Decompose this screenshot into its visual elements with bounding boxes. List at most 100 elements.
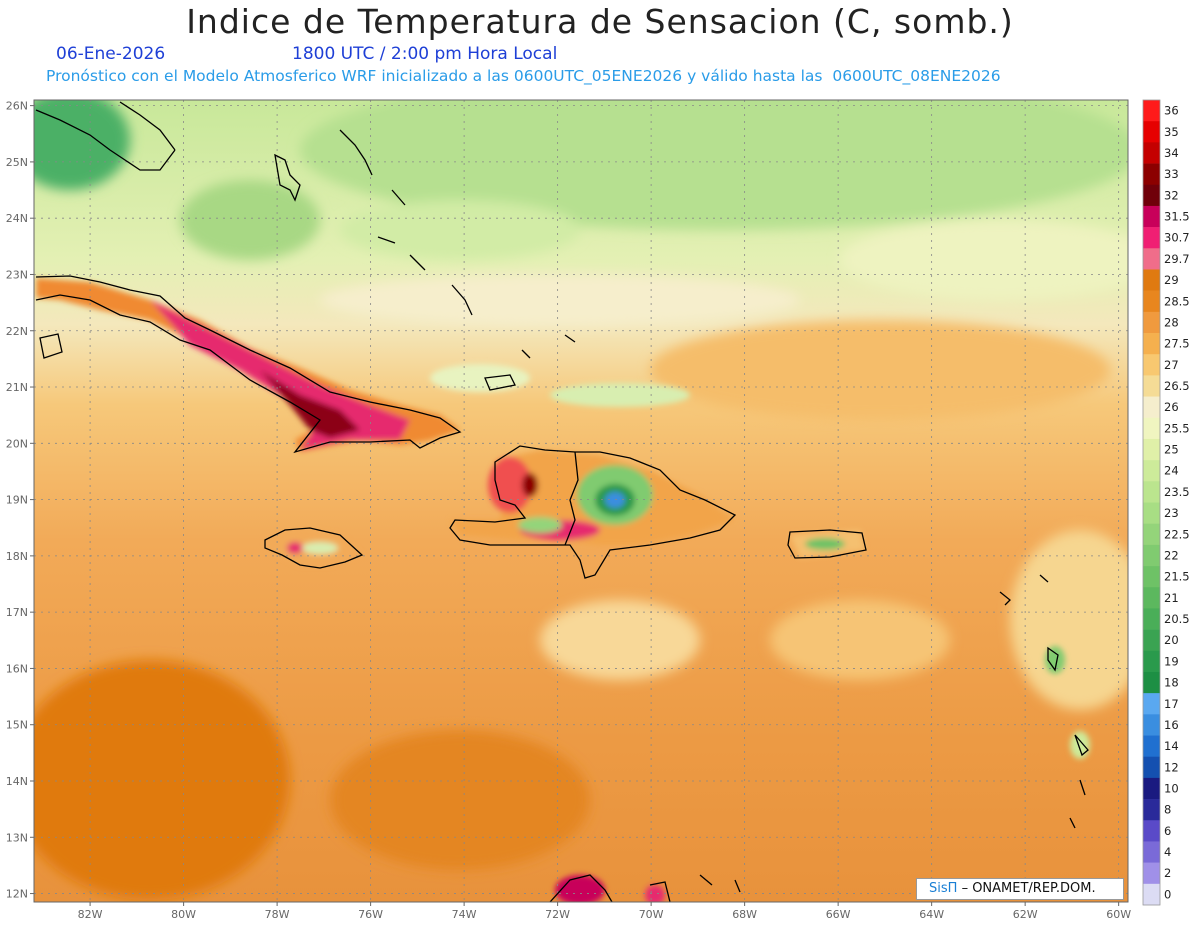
legend-label: 17 [1164, 697, 1179, 711]
latitude-label: 15N [6, 719, 28, 732]
legend-label: 22 [1164, 548, 1179, 562]
legend-label: 22.5 [1164, 527, 1190, 541]
legend-swatch [1143, 714, 1160, 736]
coastlines [35, 101, 1089, 902]
legend-label: 29 [1164, 273, 1179, 287]
legend-label: 2 [1164, 866, 1171, 880]
latitude-label: 13N [6, 831, 28, 844]
latitude-label: 14N [6, 775, 28, 788]
longitude-label: 60W [1106, 908, 1131, 921]
legend-swatch [1143, 820, 1160, 842]
legend-label: 23 [1164, 506, 1179, 520]
legend-swatch [1143, 460, 1160, 482]
latitude-label: 25N [6, 156, 28, 169]
sispi-logo: SisΠ [929, 881, 958, 896]
legend-label: 0 [1164, 887, 1171, 901]
legend-label: 34 [1164, 146, 1179, 160]
longitude-label: 70W [639, 908, 664, 921]
legend-label: 21 [1164, 591, 1179, 605]
legend-swatch [1143, 523, 1160, 546]
legend-swatch [1143, 566, 1160, 588]
longitude-label: 64W [919, 908, 944, 921]
latitude-label: 24N [6, 212, 28, 225]
legend-swatch [1143, 799, 1160, 821]
legend-swatch [1143, 396, 1160, 419]
longitude-label: 78W [265, 908, 290, 921]
legend-label: 26.5 [1164, 379, 1190, 393]
legend-swatch [1143, 544, 1160, 567]
legend-label: 27 [1164, 358, 1179, 372]
legend-swatch [1143, 333, 1160, 355]
legend-swatch [1143, 163, 1160, 186]
legend-label: 33 [1164, 167, 1179, 181]
legend-label: 21.5 [1164, 570, 1190, 584]
latitude-label: 23N [6, 268, 28, 281]
legend-swatch [1143, 121, 1160, 143]
longitude-label: 76W [358, 908, 383, 921]
legend-label: 29.7 [1164, 252, 1190, 266]
legend-swatch [1143, 184, 1160, 207]
legend-swatch [1143, 438, 1160, 461]
legend-swatch [1143, 205, 1160, 228]
legend-label: 20 [1164, 633, 1179, 647]
legend-label: 25.5 [1164, 421, 1190, 435]
legend-swatch [1143, 650, 1160, 673]
legend-swatch [1143, 269, 1160, 291]
legend-swatch [1143, 502, 1160, 524]
legend-label: 8 [1164, 803, 1171, 817]
longitude-label: 80W [171, 908, 196, 921]
latitude-label: 26N [6, 100, 28, 113]
latitude-label: 20N [6, 437, 28, 450]
longitude-label: 82W [78, 908, 103, 921]
legend-swatch [1143, 142, 1160, 164]
credit-badge: SisΠ – ONAMET/REP.DOM. [916, 878, 1124, 900]
map-field [34, 100, 1128, 902]
legend-label: 16 [1164, 718, 1179, 732]
legend-label: 12 [1164, 760, 1179, 774]
legend-swatch [1143, 481, 1160, 503]
longitude-label: 72W [545, 908, 570, 921]
legend-label: 35 [1164, 125, 1179, 139]
legend-swatch [1143, 629, 1160, 652]
legend-label: 25 [1164, 443, 1179, 457]
latitude-label: 21N [6, 381, 28, 394]
legend-label: 14 [1164, 739, 1179, 753]
latitude-label: 18N [6, 550, 28, 563]
legend-label: 6 [1164, 824, 1171, 838]
latitude-label: 17N [6, 606, 28, 619]
latitude-label: 22N [6, 325, 28, 338]
legend-swatch [1143, 671, 1160, 694]
legend-swatch [1143, 735, 1160, 758]
legend-swatch [1143, 841, 1160, 863]
longitude-label: 74W [452, 908, 477, 921]
legend-swatch [1143, 354, 1160, 376]
legend-swatch [1143, 777, 1160, 800]
credit-text: – ONAMET/REP.DOM. [961, 881, 1096, 896]
legend-label: 36 [1164, 104, 1179, 118]
legend-label: 10 [1164, 781, 1179, 795]
latitude-label: 12N [6, 888, 28, 901]
map-title: Indice de Temperatura de Sensacion (C, s… [186, 2, 1014, 41]
legend-swatch [1143, 290, 1160, 313]
legend-label: 26 [1164, 400, 1179, 414]
legend-label: 4 [1164, 845, 1171, 859]
forecast-time: 1800 UTC / 2:00 pm Hora Local [292, 44, 558, 64]
latitude-label: 16N [6, 662, 28, 675]
legend-label: 28 [1164, 315, 1179, 329]
legend-swatch [1143, 756, 1160, 779]
legend-swatch [1143, 608, 1160, 630]
legend-swatch [1143, 587, 1160, 609]
legend-colorbar: 363534333231.530.729.72928.52827.52726.5… [1142, 99, 1190, 906]
legend-swatch [1143, 693, 1160, 715]
legend-label: 24 [1164, 464, 1179, 478]
legend-swatch [1143, 248, 1160, 270]
legend-swatch [1143, 227, 1160, 249]
longitude-label: 68W [732, 908, 757, 921]
forecast-date: 06-Ene-2026 [56, 44, 166, 64]
legend-label: 27.5 [1164, 337, 1190, 351]
legend-swatch [1143, 375, 1160, 397]
legend-swatch [1143, 883, 1160, 906]
legend-label: 19 [1164, 654, 1179, 668]
forecast-description: Pronóstico con el Modelo Atmosferico WRF… [46, 67, 1001, 85]
